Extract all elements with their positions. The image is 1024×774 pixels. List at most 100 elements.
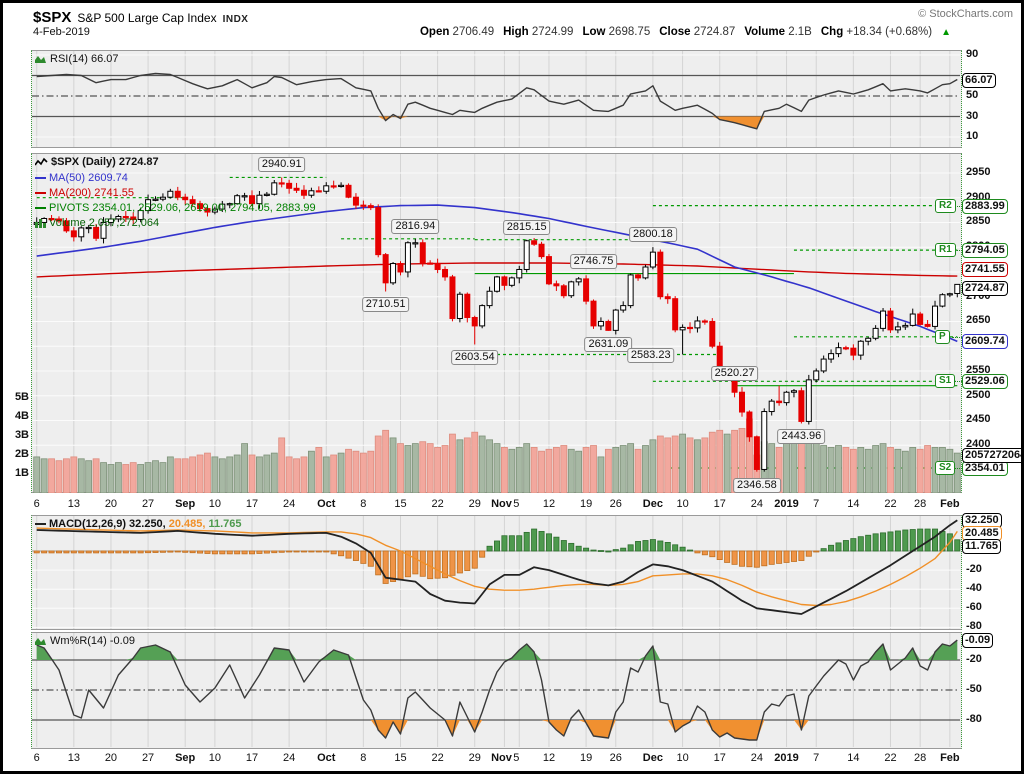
- candle-body: [590, 300, 597, 327]
- candle-body: [226, 203, 233, 206]
- macd-histogram-bar: [330, 550, 337, 555]
- candle-body: [642, 266, 649, 279]
- candle-body: [48, 217, 55, 221]
- candle-body: [330, 185, 337, 188]
- macd-histogram-bar: [583, 547, 590, 552]
- ohlc-field: High 2724.99: [503, 26, 573, 38]
- volume-bar: [545, 448, 553, 493]
- volume-bar: [916, 448, 924, 493]
- volume-bar: [597, 456, 605, 493]
- macd-histogram-bar: [479, 550, 486, 558]
- macd-histogram-bar: [664, 542, 671, 552]
- candle-body: [182, 196, 189, 201]
- candle-body: [464, 293, 471, 318]
- candle-body: [167, 190, 174, 198]
- ohlc-field-value: 2724.99: [528, 26, 574, 38]
- candle-body: [107, 218, 114, 223]
- candle-body: [137, 210, 144, 220]
- macd-histogram-bar: [85, 550, 92, 554]
- macd-histogram-bar: [300, 550, 307, 553]
- volume-bar: [708, 431, 716, 493]
- candle-body: [434, 263, 441, 270]
- date-tick-label: Dec: [642, 752, 663, 764]
- date-tick-label: 20: [104, 498, 118, 510]
- macd-histogram-bar: [783, 550, 790, 563]
- macd-value-box: 20.485: [962, 526, 1002, 541]
- date-tick-label: 17: [713, 752, 726, 764]
- volume-bar: [300, 456, 308, 493]
- macd-histogram-bar: [152, 550, 159, 553]
- candle-body: [635, 274, 642, 279]
- macd-histogram-bar: [813, 550, 820, 553]
- candle-body: [211, 208, 218, 213]
- candle-body: [249, 195, 256, 205]
- ohlc-field-value: 2724.87: [690, 26, 736, 38]
- macd-histogram-bar: [612, 549, 619, 552]
- volume-bar: [827, 446, 835, 493]
- volume-bar: [77, 458, 85, 493]
- macd-histogram-bar: [620, 547, 627, 552]
- volume-bar: [189, 456, 197, 493]
- volume-bar: [263, 454, 271, 493]
- macd-histogram-bar: [516, 535, 523, 552]
- volume-bar: [627, 443, 635, 493]
- candle-body: [442, 268, 449, 278]
- candle-body: [679, 326, 686, 331]
- pivot-value-box: 2883.99: [962, 198, 1008, 214]
- pivot-tag-p: P: [935, 329, 950, 344]
- candle-body: [323, 185, 330, 192]
- volume-bar: [649, 439, 657, 493]
- volume-bar: [486, 439, 493, 493]
- ma200-legend-label: MA(200) 2741.55: [49, 187, 134, 199]
- volume-axis-label: 4B: [14, 410, 29, 422]
- volume-bar: [226, 456, 234, 493]
- price-axis-label: 2950: [966, 165, 991, 178]
- rsi-value-box: 66.07: [962, 72, 996, 88]
- macd-histogram-bar: [352, 550, 359, 561]
- macd-histogram-bar: [761, 550, 768, 567]
- candle-body: [122, 216, 129, 219]
- date-tick-label: 22: [884, 752, 897, 764]
- macd-histogram-bar: [33, 550, 40, 554]
- macd-histogram-bar: [308, 550, 315, 553]
- volume-bar: [285, 456, 293, 493]
- candle-body: [798, 390, 805, 422]
- macd-histogram-bar: [932, 528, 939, 552]
- candle-body: [776, 400, 783, 404]
- candle-body: [278, 182, 285, 185]
- candle-body: [657, 251, 664, 298]
- ohlc-field-value: 2698.75: [605, 26, 651, 38]
- macd-histogram-bar: [880, 532, 887, 552]
- macd-histogram-bar: [649, 539, 656, 552]
- volume-bar: [901, 450, 909, 493]
- candle-body: [924, 323, 931, 327]
- volume-bar: [345, 448, 352, 493]
- macd-histogram-bar: [909, 529, 916, 552]
- rsi-axis-label: 90: [966, 48, 979, 60]
- pivot-connector: [952, 336, 962, 338]
- macd-histogram-bar: [78, 550, 85, 554]
- macd-value-2: 20.485,: [168, 518, 206, 530]
- macd-histogram-bar: [93, 550, 100, 554]
- volume-bar: [924, 445, 931, 493]
- macd-histogram-bar: [887, 531, 894, 552]
- candle-body: [85, 226, 92, 230]
- macd-histogram-bar: [404, 550, 411, 578]
- candle-body: [189, 199, 196, 205]
- candle-body: [78, 227, 85, 238]
- date-tick-label: 13: [67, 498, 80, 510]
- wmr-axis-label: -20: [966, 653, 982, 665]
- price-annotation: 2346.58: [732, 477, 781, 493]
- candle-body: [768, 400, 775, 413]
- macd-histogram-bar: [545, 533, 552, 552]
- candle-body: [939, 294, 946, 307]
- volume-bar: [508, 448, 516, 493]
- date-tick-label: Sep: [175, 498, 196, 510]
- candle-body: [501, 276, 508, 286]
- candle-body: [390, 263, 397, 284]
- macd-histogram-bar: [486, 545, 493, 552]
- volume-bar: [538, 450, 545, 493]
- macd-histogram-bar: [894, 530, 901, 552]
- date-tick-label: 6: [33, 498, 40, 510]
- macd-histogram-bar: [159, 550, 166, 553]
